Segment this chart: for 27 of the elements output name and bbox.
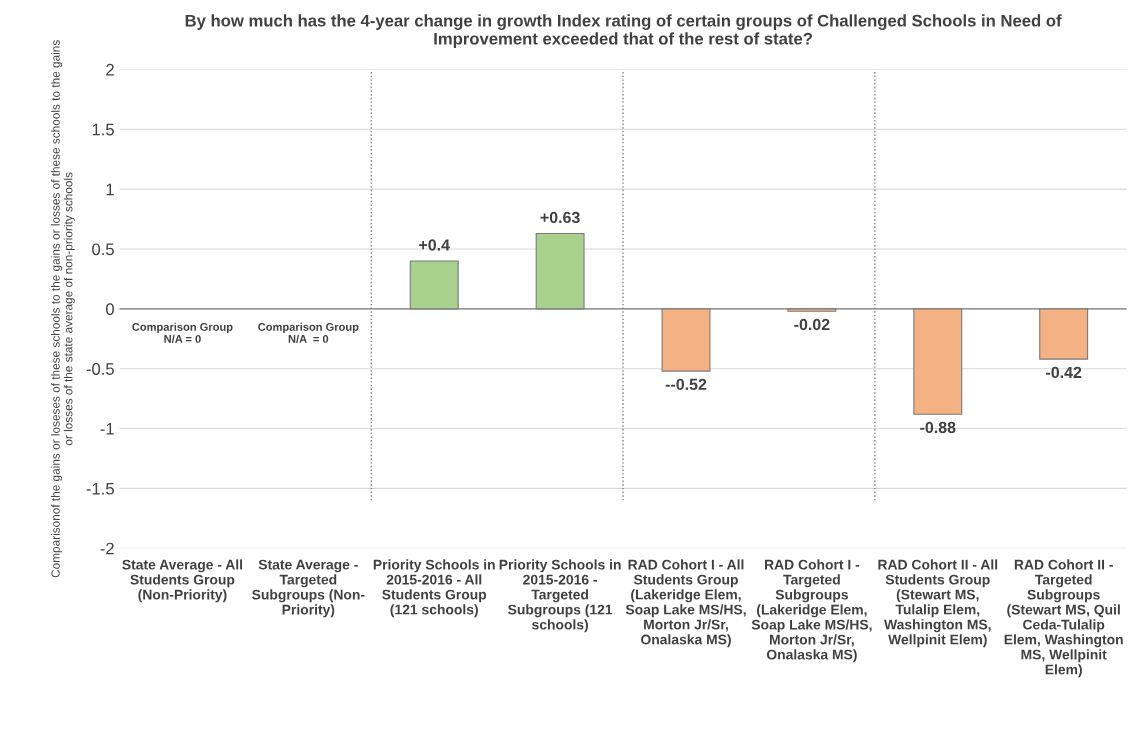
y-tick-label: 1 — [106, 183, 114, 196]
annotation: Comparison Group N/A = 0 — [258, 322, 359, 343]
x-tick-label: State Average - All Students Group (Non-Priority) — [122, 559, 243, 603]
x-tick-label: State Average - Targeted Subgroups (Non- Priority) — [252, 559, 365, 618]
data-label: +0.4 — [419, 239, 450, 251]
y-tick-label: -1 — [100, 423, 114, 435]
chart-title: By how much has the 4-year change in growth Index rating of certain groups of Challenged Schools in Need of Improvement exceeded that of the rest of state? — [185, 14, 1062, 48]
y-tick-label: 1.5 — [92, 123, 114, 136]
data-label: +0.63 — [540, 211, 580, 224]
x-tick-label: Priority Schools in 2015-2016 - Targeted Subgroups (121 schools) — [499, 559, 621, 633]
x-tick-label: Priority Schools in 2015-2016 - All Students Group (121 schools) — [373, 559, 495, 618]
x-tick-label: RAD Cohort II - Targeted Subgroups (Stewart MS, Quil Ceda-Tulalip Elem, Washington MS, Wellpinit Elem) — [1004, 559, 1123, 678]
data-label: --0.52 — [665, 378, 707, 391]
data-label: -0.88 — [920, 421, 956, 434]
y-tick-label: 0 — [106, 303, 114, 316]
data-label: -0.42 — [1046, 366, 1082, 379]
annotation: Comparison Group N/A = 0 — [132, 322, 233, 343]
y-axis-title: Comparisonof the gains or loseses of these schools to the gains or losses of these schools to the gains or losses of the state average of non-priority schools — [51, 40, 75, 578]
y-tick-label: -0.5 — [86, 363, 114, 375]
x-tick-label: RAD Cohort II - All Students Group (Stewart MS, Tulalip Elem, Washington MS, Wellpinit Elem) — [878, 559, 998, 648]
y-tick-label: -1.5 — [86, 482, 114, 495]
data-label: -0.02 — [794, 318, 830, 331]
y-tick-label: 0.5 — [92, 243, 114, 256]
x-tick-label: RAD Cohort I - Targeted Subgroups (Lakeridge Elem, Soap Lake MS/HS, Morton Jr/Sr, Onalaska MS) — [751, 559, 872, 663]
y-tick-label: -2 — [100, 542, 114, 555]
y-tick-label: 2 — [106, 63, 114, 76]
x-tick-label: RAD Cohort I - All Students Group (Lakeridge Elem, Soap Lake MS/HS, Morton Jr/Sr, Onalaska MS) — [625, 559, 746, 648]
